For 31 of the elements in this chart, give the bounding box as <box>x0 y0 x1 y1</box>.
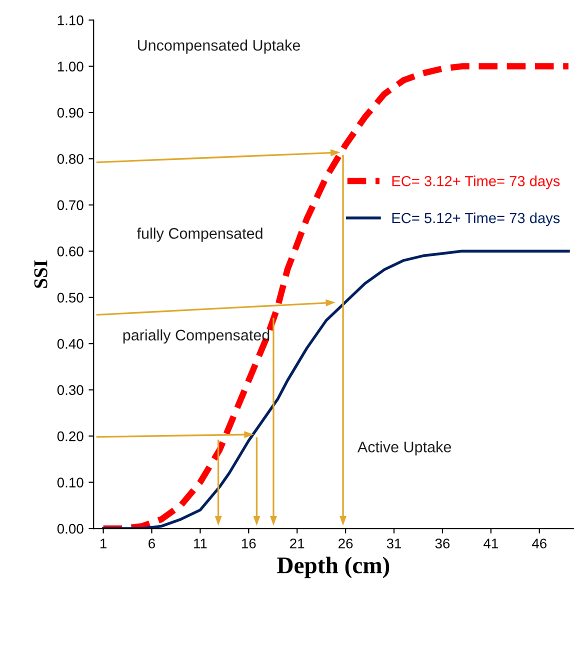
legend-label: EC= 3.12+ Time= 73 days <box>392 176 560 190</box>
y-tick-label: 0.40 <box>57 338 84 349</box>
y-axis-title: SSI <box>34 260 48 288</box>
x-tick-label: 46 <box>532 538 546 548</box>
x-tick-label: 36 <box>435 538 450 548</box>
x-tick-label: 16 <box>242 538 256 548</box>
y-tick-label: 0.10 <box>57 478 84 488</box>
x-axis-title: Depth (cm) <box>277 556 390 578</box>
y-tick-label: 0.30 <box>57 385 84 396</box>
y-tick-label: 0.20 <box>57 431 84 442</box>
legend-label: EC= 5.12+ Time= 73 days <box>392 212 560 226</box>
annotation: Active Uptake <box>357 441 452 456</box>
x-tick-label: 31 <box>386 538 402 548</box>
y-tick-label: 0.00 <box>57 524 84 534</box>
line-series <box>102 250 570 529</box>
y-tick-label: 1.10 <box>58 15 84 26</box>
x-tick-label: 26 <box>338 538 353 548</box>
annotation: fully Compensated <box>136 228 262 242</box>
y-tick-label: 0.80 <box>57 154 84 164</box>
x-tick-label: 1 <box>100 538 106 548</box>
y-tick-label: 0.70 <box>57 200 84 210</box>
y-tick-label: 0.50 <box>57 292 84 303</box>
annotation: parially Compensated <box>123 329 270 344</box>
y-tick-label: 1.00 <box>58 62 84 72</box>
annotation: Uncompensated Uptake <box>138 40 300 54</box>
x-tick-label: 11 <box>194 538 207 548</box>
x-tick-label: 21 <box>290 538 304 548</box>
x-tick-label: 41 <box>484 538 498 548</box>
y-tick-label: 0.60 <box>57 246 84 256</box>
x-tick-label: 6 <box>148 538 155 548</box>
y-tick-label: 0.90 <box>57 108 84 118</box>
